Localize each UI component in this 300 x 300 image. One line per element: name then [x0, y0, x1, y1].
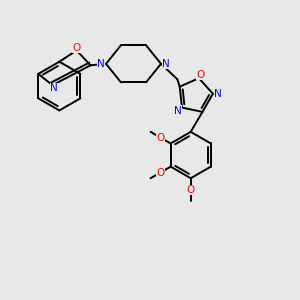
Text: O: O: [196, 70, 205, 80]
Text: N: N: [97, 59, 104, 69]
Text: O: O: [187, 185, 195, 195]
Text: N: N: [50, 83, 58, 93]
Text: N: N: [214, 89, 222, 99]
Text: O: O: [73, 43, 81, 53]
Text: O: O: [156, 168, 164, 178]
Text: N: N: [175, 106, 182, 116]
Text: O: O: [156, 133, 164, 142]
Text: N: N: [163, 59, 170, 69]
